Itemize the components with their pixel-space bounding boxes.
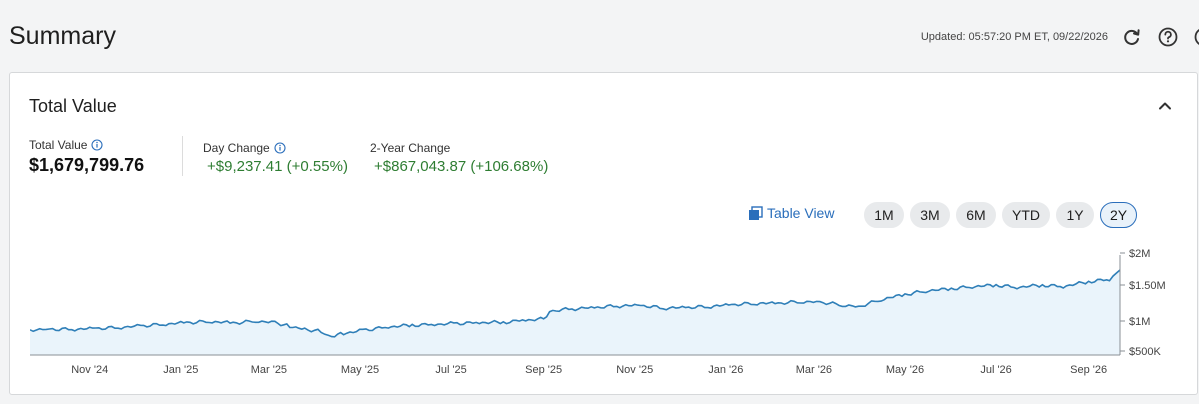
table-view-label: Table View xyxy=(767,205,835,221)
total-value-chart: $2M $1.50M $1M $500K Nov '24 Jan '25 Mar '25 Ma… xyxy=(30,245,1180,390)
x-tick-label: Jan '26 xyxy=(708,364,743,376)
two-year-change-metric: 2-Year Change +$867,043.87 (+106.68%) xyxy=(370,140,549,176)
card-title: Total Value xyxy=(29,96,117,116)
x-tick-label: Jan '25 xyxy=(163,364,198,376)
range-button-1m[interactable]: 1M xyxy=(864,202,904,228)
y-tick-label: $1.50M xyxy=(1129,280,1166,292)
total-value-label: Total Value xyxy=(29,137,88,152)
x-tick-label: Sep '25 xyxy=(525,364,562,376)
info-icon[interactable] xyxy=(91,138,104,151)
x-tick-label: Jul '26 xyxy=(980,364,1011,376)
range-button-2y[interactable]: 2Y xyxy=(1100,202,1137,228)
total-value-metric: Total Value $1,679,799.76 xyxy=(29,137,144,176)
chart-series-line xyxy=(30,269,1121,338)
chart-area xyxy=(30,270,1120,355)
two-year-change-value: +$867,043.87 (+106.68%) xyxy=(374,158,549,175)
x-tick-label: Nov '25 xyxy=(616,364,653,376)
total-value-card: Total Value Total Value $1,679,799.76 Da… xyxy=(9,72,1198,395)
y-tick-label: $1M xyxy=(1129,316,1150,328)
x-tick-label: Mar '25 xyxy=(251,364,287,376)
table-view-icon xyxy=(748,205,763,221)
chevron-up-icon[interactable] xyxy=(1157,98,1173,114)
range-button-6m[interactable]: 6M xyxy=(956,202,996,228)
range-button-3m[interactable]: 3M xyxy=(910,202,950,228)
y-tick-label: $500K xyxy=(1129,346,1161,358)
day-change-value: +$9,237.41 (+0.55%) xyxy=(207,158,348,175)
day-change-label: Day Change xyxy=(203,140,270,155)
x-tick-label: Nov '24 xyxy=(71,364,108,376)
page-header: Summary Updated: 05:57:20 PM ET, 09/22/2… xyxy=(0,0,1199,72)
x-tick-label: Sep '26 xyxy=(1070,364,1107,376)
x-tick-label: Mar '26 xyxy=(796,364,832,376)
help-icon[interactable] xyxy=(1157,26,1179,48)
x-tick-label: May '25 xyxy=(341,364,379,376)
page-title: Summary xyxy=(9,22,116,50)
chart-svg: $2M $1.50M $1M $500K Nov '24 Jan '25 Mar '25 Ma… xyxy=(30,248,1166,376)
range-selector: 1M 3M 6M YTD 1Y 2Y xyxy=(864,202,1137,228)
info-icon[interactable] xyxy=(274,141,286,154)
range-button-1y[interactable]: 1Y xyxy=(1056,202,1094,228)
total-value-amount: $1,679,799.76 xyxy=(29,155,145,175)
two-year-change-label: 2-Year Change xyxy=(370,140,451,155)
metric-divider xyxy=(182,136,183,176)
table-view-link[interactable]: Table View xyxy=(748,205,834,221)
range-button-ytd[interactable]: YTD xyxy=(1002,202,1050,228)
refresh-icon[interactable] xyxy=(1121,26,1143,48)
y-tick-label: $2M xyxy=(1129,248,1150,260)
updated-timestamp: Updated: 05:57:20 PM ET, 09/22/2026 xyxy=(920,31,1108,43)
day-change-metric: Day Change +$9,237.41 (+0.55%) xyxy=(203,140,348,176)
more-icon[interactable] xyxy=(1193,26,1199,48)
x-tick-label: Jul '25 xyxy=(435,364,466,376)
x-tick-label: May '26 xyxy=(886,364,924,376)
